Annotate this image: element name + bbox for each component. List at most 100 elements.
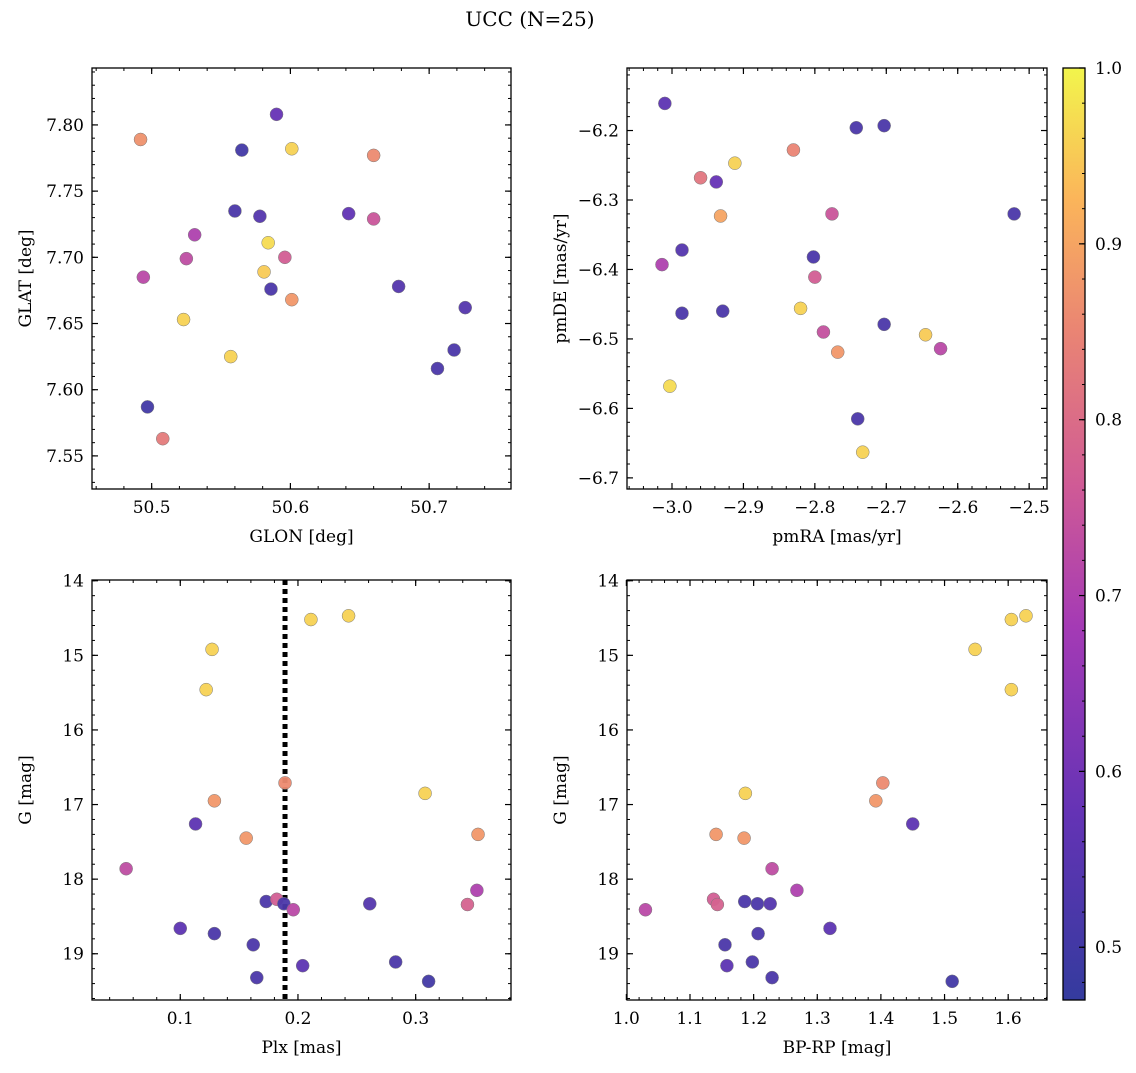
scatter-point — [363, 897, 377, 911]
y-tick-label: 17 — [62, 796, 84, 816]
plot-area — [92, 68, 511, 489]
scatter-point — [261, 236, 275, 250]
scatter-point — [718, 938, 732, 952]
scatter-point — [246, 938, 260, 952]
y-tick-label: −6.5 — [578, 330, 619, 350]
scatter-point — [470, 883, 484, 898]
x-tick-label: 1.1 — [676, 1009, 703, 1029]
y-tick-label: 18 — [597, 870, 619, 890]
y-axis-label: G [mag] — [16, 755, 36, 824]
scatter-point — [709, 175, 724, 189]
scatter-point — [715, 304, 730, 318]
panel-pmra-pmde: −3.0 −2.9 −2.8 −2.7 −2.6 −2.5 −6.7 −6.6 −6.5 −6.4… — [551, 67, 1050, 547]
scatter-point — [264, 282, 278, 296]
scatter-point — [418, 786, 432, 801]
scatter-point — [738, 786, 753, 801]
x-axis-label: GLON [deg] — [249, 527, 353, 547]
scatter-point — [1004, 612, 1019, 627]
scatter-point — [341, 609, 356, 623]
scatter-point — [136, 270, 151, 284]
scatter-point — [253, 209, 267, 224]
y-tick-label: 14 — [597, 572, 619, 592]
x-tick-label: −2.6 — [937, 498, 978, 518]
figure-title: UCC (N=25) — [465, 7, 594, 31]
scatter-point — [737, 831, 751, 845]
scatter-point — [765, 970, 779, 985]
y-tick-label: 16 — [597, 721, 619, 741]
scatter-point — [187, 228, 202, 242]
scatter-point — [850, 412, 865, 426]
scatter-point — [877, 317, 891, 332]
scatter-point — [638, 902, 653, 917]
scatter-point — [133, 132, 148, 147]
scatter-point — [199, 682, 213, 697]
colorbar-ticks: 0.5 0.6 0.7 0.8 0.9 1.0 — [1079, 59, 1122, 983]
axes-frame — [91, 67, 512, 490]
scatter-point — [341, 206, 356, 221]
x-tick-label: 1.3 — [804, 1009, 831, 1029]
scatter-point — [765, 861, 779, 876]
y-axis-label: GLAT [deg] — [16, 229, 36, 327]
plot-area — [92, 580, 511, 1000]
scatter-point — [869, 794, 883, 808]
scatter-point — [239, 831, 253, 845]
scatter-point — [745, 955, 760, 969]
scatter-point — [905, 817, 920, 831]
scatter-point — [156, 431, 170, 446]
axes-frame — [626, 579, 1048, 1001]
y-axis-label: G [mag] — [551, 755, 571, 824]
scatter-point — [391, 279, 406, 294]
scatter-point — [388, 955, 403, 969]
scatter-point — [750, 897, 765, 911]
panel-plx-g: 0.1 0.2 0.3 14 15 16 17 18 19 Plx [mas] G [mag] — [16, 572, 512, 1058]
y-tick-label: −6.2 — [578, 122, 619, 142]
y-tick-label: −6.3 — [578, 191, 619, 211]
scatter-point — [877, 118, 891, 133]
scatter-point — [675, 306, 689, 320]
scatter-point — [188, 817, 203, 831]
scatter-point — [825, 207, 839, 221]
scatter-point — [421, 974, 436, 989]
scatter-point — [176, 312, 191, 327]
scatter-point — [295, 958, 310, 973]
y-tick-label: 7.65 — [46, 315, 84, 335]
scatter-point — [663, 379, 677, 393]
scatter-point — [786, 143, 801, 157]
scatter-point — [945, 974, 959, 989]
y-tick-label: 7.70 — [46, 248, 84, 268]
scatter-point — [205, 642, 219, 657]
scatter-points — [655, 96, 1021, 459]
scatter-point — [658, 96, 672, 111]
colorbar-tick-label: 0.5 — [1095, 938, 1122, 958]
scatter-point — [830, 345, 845, 359]
y-tick-label: 7.60 — [46, 381, 84, 401]
y-tick-label: −6.7 — [578, 469, 619, 489]
scatter-point — [693, 171, 708, 185]
scatter-point — [447, 343, 461, 357]
scatter-point — [968, 642, 982, 657]
scatter-point — [286, 902, 301, 917]
axes-frame — [626, 67, 1048, 490]
scatter-point — [763, 897, 777, 911]
plot-area — [627, 580, 1047, 1000]
scatter-point — [304, 612, 318, 627]
y-tick-label: 19 — [597, 945, 619, 965]
y-tick-label: 16 — [62, 721, 84, 741]
scatter-point — [713, 209, 728, 223]
scatter-point — [675, 243, 689, 257]
scatter-point — [207, 926, 222, 941]
scatter-point — [366, 212, 381, 226]
scatter-point — [849, 120, 864, 135]
scatter-point — [140, 400, 155, 414]
colorbar-tick-label: 0.7 — [1095, 587, 1122, 607]
scatter-point — [228, 204, 242, 218]
scatter-point — [709, 827, 723, 842]
y-tick-label: −6.4 — [578, 260, 619, 280]
x-tick-label: −2.5 — [1009, 498, 1050, 518]
scatter-point — [207, 794, 222, 808]
x-tick-label: −2.9 — [723, 498, 764, 518]
colorbar: 0.5 0.6 0.7 0.8 0.9 1.0 — [1062, 59, 1122, 1001]
scatter-point — [806, 250, 821, 264]
scatter-point — [793, 301, 808, 316]
